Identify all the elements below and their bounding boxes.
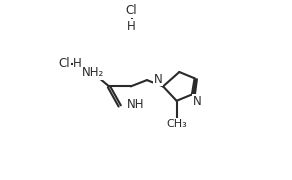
Text: NH: NH: [127, 98, 144, 111]
Text: NH₂: NH₂: [82, 66, 104, 79]
Text: N: N: [154, 73, 163, 86]
Text: Cl: Cl: [58, 57, 70, 70]
Text: CH₃: CH₃: [166, 119, 187, 129]
Text: H: H: [73, 57, 82, 70]
Text: Cl: Cl: [126, 4, 138, 17]
Text: N: N: [192, 95, 201, 108]
Text: H: H: [127, 20, 136, 33]
